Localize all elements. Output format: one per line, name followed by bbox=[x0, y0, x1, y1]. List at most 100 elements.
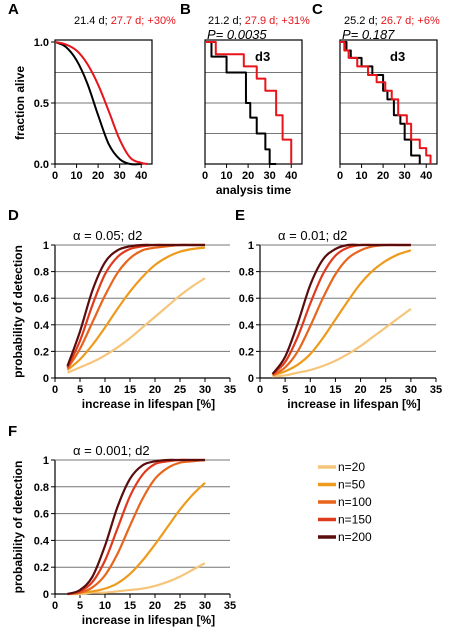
y-tick-label: 0 bbox=[43, 589, 49, 601]
plot-frame bbox=[54, 39, 153, 165]
series-line-black bbox=[205, 41, 277, 165]
y-tick-label: 0.0 bbox=[34, 159, 49, 171]
series-line-black bbox=[340, 41, 421, 164]
x-tick-label: 15 bbox=[329, 384, 341, 396]
panel-letter-b: B bbox=[180, 1, 191, 18]
x-axis-title: increase in lifespan [%] bbox=[82, 397, 215, 411]
y-tick-label: 0 bbox=[248, 373, 254, 385]
x-tick-label: 20 bbox=[149, 600, 161, 612]
header-red-value: 27.7 d; +30% bbox=[111, 15, 176, 27]
x-tick-label: 0 bbox=[52, 384, 58, 396]
x-tick-label: 15 bbox=[124, 600, 136, 612]
x-tick-label: 0 bbox=[52, 600, 58, 612]
y-tick-label: 0.8 bbox=[34, 267, 49, 279]
y-tick-label: 0.6 bbox=[34, 509, 49, 521]
panel-d: D 0 5 10 15 20 25 30 35 0 0.2 0.4 0.6 0.8 1 α = 0.05; d… bbox=[8, 207, 236, 411]
x-axis-title: increase in lifespan [%] bbox=[287, 397, 420, 411]
x-tick-label: 0 bbox=[52, 170, 58, 182]
panel-b: B 0 10 20 30 40 21.2 d; 27.9 d; +31%P= 0.0035 d… bbox=[180, 1, 310, 197]
y-axis-title: probability of detection bbox=[11, 245, 25, 378]
y-tick-label: 0.2 bbox=[239, 346, 254, 358]
panel-header: 25.2 d; 26.7 d; +6% bbox=[344, 15, 440, 27]
x-axis-title: increase in lifespan [%] bbox=[82, 613, 215, 627]
panel-letter-f: F bbox=[8, 423, 17, 440]
x-tick-label: 25 bbox=[174, 600, 186, 612]
y-tick-label: 1 bbox=[43, 455, 49, 467]
panel-letter-a: A bbox=[8, 1, 19, 18]
legend-label: n=200 bbox=[338, 530, 372, 544]
panel-letter-c: C bbox=[312, 1, 323, 18]
x-tick-label: 10 bbox=[99, 600, 111, 612]
x-tick-label: 35 bbox=[224, 600, 236, 612]
x-tick-label: 10 bbox=[99, 384, 111, 396]
x-tick-label: 15 bbox=[124, 384, 136, 396]
series-line-red bbox=[205, 41, 293, 164]
series-line-n-50 bbox=[272, 249, 412, 377]
header-red-value: 26.7 d; +6% bbox=[381, 15, 440, 27]
panel-header: 21.4 d; 27.7 d; +30% bbox=[74, 15, 176, 27]
legend: n=20 n=50 n=100 n=150 n=200 bbox=[318, 460, 372, 544]
series-line-n-200 bbox=[67, 458, 205, 596]
y-tick-label: 0.4 bbox=[34, 320, 50, 332]
x-tick-label: 40 bbox=[135, 170, 147, 182]
panel-e: E 0 5 10 15 20 25 30 35 0 0.2 0.4 0.6 0.8 1 α = 0.01; d… bbox=[235, 207, 442, 411]
x-tick-label: 25 bbox=[174, 384, 186, 396]
y-axis-title: fraction alive bbox=[13, 66, 27, 140]
x-tick-label: 30 bbox=[264, 170, 276, 182]
series-line-n-50 bbox=[67, 481, 206, 596]
series-line-black bbox=[54, 41, 142, 166]
y-tick-label: 0.6 bbox=[239, 293, 254, 305]
header-black-value: 21.2 d; bbox=[208, 15, 245, 27]
x-tick-label: 35 bbox=[224, 384, 236, 396]
annotation-d3: d3 bbox=[255, 49, 270, 64]
x-tick-label: 10 bbox=[355, 170, 367, 182]
header-black-value: 25.2 d; bbox=[344, 15, 381, 27]
legend-label: n=50 bbox=[338, 478, 365, 492]
y-tick-label: 0 bbox=[43, 373, 49, 385]
x-tick-label: 0 bbox=[257, 384, 263, 396]
y-tick-label: 0.2 bbox=[34, 562, 49, 574]
panel-title: α = 0.05; d2 bbox=[73, 228, 142, 243]
x-tick-label: 25 bbox=[380, 384, 392, 396]
panel-letter-d: D bbox=[8, 207, 19, 224]
x-tick-label: 20 bbox=[92, 170, 104, 182]
x-tick-label: 40 bbox=[285, 170, 297, 182]
plot-frame bbox=[204, 39, 303, 165]
y-tick-label: 0.5 bbox=[34, 98, 49, 110]
x-tick-label: 20 bbox=[354, 384, 366, 396]
x-tick-label: 30 bbox=[114, 170, 126, 182]
header-red-value: 27.9 d; +31% bbox=[245, 15, 310, 27]
panel-title: α = 0.001; d2 bbox=[73, 443, 150, 458]
x-tick-label: 5 bbox=[282, 384, 288, 396]
legend-label: n=20 bbox=[338, 460, 365, 474]
panel-header: 21.2 d; 27.9 d; +31% bbox=[208, 15, 310, 27]
legend-label: n=150 bbox=[338, 513, 372, 527]
y-tick-label: 1 bbox=[43, 240, 49, 252]
x-tick-label: 10 bbox=[304, 384, 316, 396]
x-tick-label: 0 bbox=[337, 170, 343, 182]
x-tick-label: 10 bbox=[220, 170, 232, 182]
x-tick-label: 10 bbox=[70, 170, 82, 182]
panel-title: α = 0.01; d2 bbox=[278, 228, 347, 243]
panel-a: A 0 10 20 30 40 0.0 0.5 1.0 21.4 d; 27.7 d; +30% f… bbox=[8, 1, 176, 182]
y-tick-label: 0.8 bbox=[34, 482, 49, 494]
x-tick-label: 30 bbox=[399, 170, 411, 182]
x-tick-label: 30 bbox=[199, 384, 211, 396]
header-black-value: 21.4 d; bbox=[74, 15, 111, 27]
series-line-n-20 bbox=[67, 562, 206, 596]
x-tick-label: 20 bbox=[149, 384, 161, 396]
x-tick-label: 40 bbox=[420, 170, 432, 182]
series-line-n-100 bbox=[67, 458, 206, 596]
x-tick-label: 5 bbox=[77, 600, 83, 612]
panel-f: F 0 5 10 15 20 25 30 35 0 0.2 0.4 0.6 0.8 1 α = 0.001; … bbox=[8, 423, 236, 627]
y-tick-label: 0.2 bbox=[34, 346, 49, 358]
y-tick-label: 1 bbox=[248, 240, 254, 252]
x-tick-label: 5 bbox=[77, 384, 83, 396]
x-tick-label: 30 bbox=[405, 384, 417, 396]
series-line-n-20 bbox=[272, 307, 412, 378]
legend-label: n=100 bbox=[338, 495, 372, 509]
series-line-red bbox=[54, 41, 148, 165]
plot-frame bbox=[339, 39, 438, 165]
panel-c: C 0 10 20 30 40 25.2 d; 26.7 d; +6%P= 0.187 d3 bbox=[312, 1, 440, 182]
